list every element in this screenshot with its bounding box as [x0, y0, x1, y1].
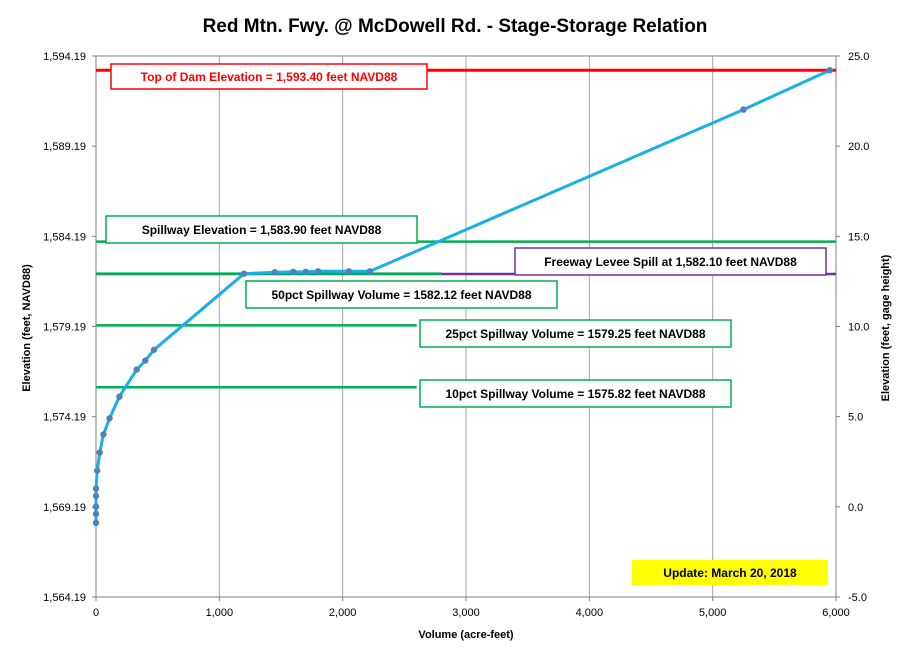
- reference-label: Spillway Elevation = 1,583.90 feet NAVD8…: [142, 223, 382, 237]
- data-point: [92, 519, 100, 527]
- reference-label: Top of Dam Elevation = 1,593.40 feet NAV…: [141, 70, 398, 84]
- x-tick-label: 2,000: [329, 607, 357, 619]
- tick-labels: 0 1,000 2,000 3,000 4,000 5,000 6,000 1,564.19 1…: [43, 51, 869, 619]
- x-tick-label: 4,000: [576, 607, 604, 619]
- y2-axis-label: Elevation (feet, gage height): [880, 254, 892, 401]
- y2-tick-label: -5.0: [848, 592, 867, 604]
- reference-label-box: [419, 319, 732, 348]
- y2-tick-label: 15.0: [848, 231, 869, 243]
- stage-storage-curve: [94, 68, 831, 523]
- data-point: [290, 268, 297, 276]
- y-tick-label: 1,574.19: [43, 412, 86, 424]
- reference-labels: Top of Dam Elevation = 1,593.40 feet NAV…: [105, 63, 827, 408]
- x-tick-label: 1,000: [206, 607, 234, 619]
- data-point: [345, 268, 353, 275]
- data-point: [150, 346, 158, 353]
- data-point: [302, 268, 309, 276]
- y-tick-label: 1,584.19: [43, 231, 86, 243]
- chart-title: Red Mtn. Fwy. @ McDowell Rd. - Stage-Sto…: [203, 16, 708, 37]
- data-point: [94, 467, 101, 474]
- x-tick-label: 5,000: [699, 607, 727, 619]
- data-point: [240, 270, 248, 277]
- y-tick-label: 1,594.19: [43, 51, 86, 63]
- data-point: [366, 268, 373, 275]
- data-point: [116, 393, 123, 400]
- y-tick-label: 1,569.19: [43, 502, 86, 514]
- reference-label-box: [419, 379, 732, 408]
- y2-tick-label: 0.0: [848, 502, 863, 514]
- data-point: [92, 485, 100, 492]
- reference-label: Freeway Levee Spill at 1,582.10 feet NAV…: [544, 255, 797, 269]
- x-tick-label: 6,000: [822, 607, 850, 619]
- update-badge-background: [632, 560, 828, 585]
- y2-tick-label: 25.0: [848, 51, 869, 63]
- y2-tick-label: 10.0: [848, 322, 869, 334]
- data-point: [100, 431, 107, 438]
- x-axis-label: Volume (acre-feet): [418, 629, 513, 641]
- reference-label-box: [245, 280, 558, 309]
- data-point: [92, 510, 100, 518]
- update-annotation: Update: March 20, 2018: [632, 560, 828, 585]
- y-axis-label: Elevation (feet, NAVD88): [21, 264, 33, 392]
- data-point: [740, 106, 747, 113]
- reference-label-box: [514, 247, 827, 276]
- reference-label-box: [110, 63, 428, 90]
- reference-label: 25pct Spillway Volume = 1579.25 feet NAV…: [445, 327, 705, 341]
- series-layer: [92, 67, 834, 527]
- reference-label: 50pct Spillway Volume = 1582.12 feet NAV…: [271, 288, 531, 302]
- data-point: [142, 357, 149, 364]
- data-point: [314, 268, 322, 275]
- data-point: [92, 492, 100, 500]
- update-badge-text: Update: March 20, 2018: [663, 566, 797, 580]
- y2-tick-label: 20.0: [848, 141, 869, 153]
- x-tick-label: 0: [93, 607, 99, 619]
- y-tick-label: 1,579.19: [43, 322, 86, 334]
- data-point: [96, 449, 103, 456]
- x-tick-label: 3,000: [452, 607, 480, 619]
- data-point: [271, 269, 279, 276]
- data-point: [133, 366, 140, 373]
- y-tick-label: 1,589.19: [43, 141, 86, 153]
- reference-label: 10pct Spillway Volume = 1575.82 feet NAV…: [445, 387, 705, 401]
- reference-label-box: [105, 215, 418, 244]
- data-point: [826, 67, 834, 74]
- data-point: [106, 415, 113, 422]
- y-tick-label: 1,564.19: [43, 592, 86, 604]
- y2-tick-label: 5.0: [848, 412, 863, 424]
